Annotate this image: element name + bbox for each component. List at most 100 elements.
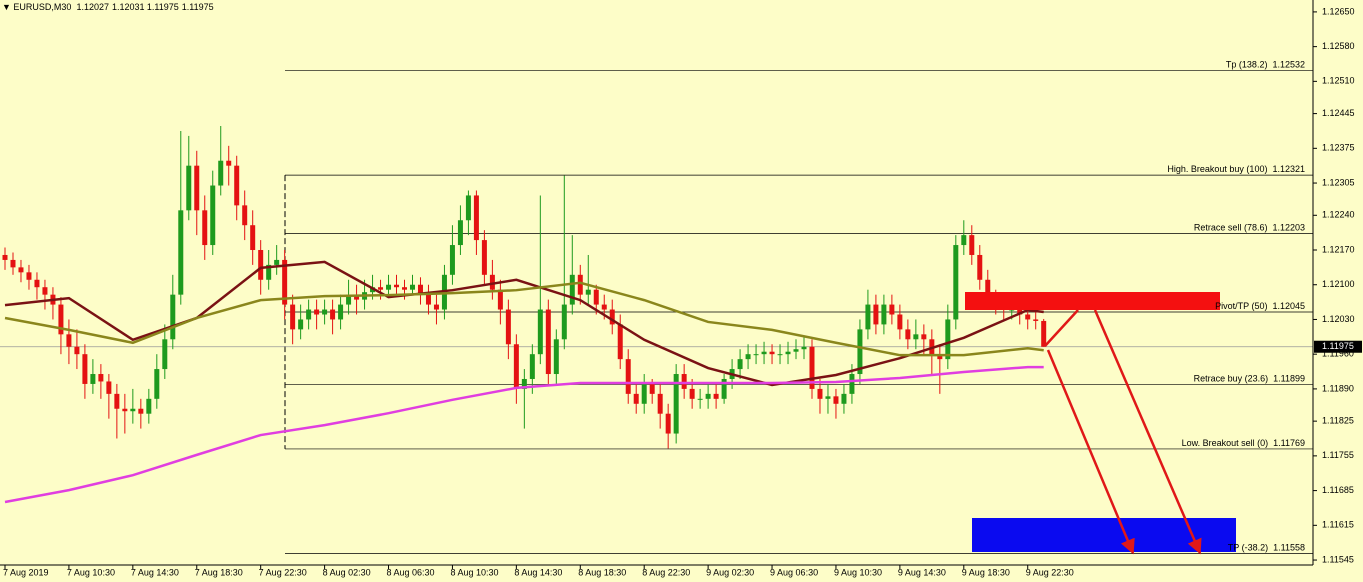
candle-body: [170, 294, 176, 340]
fibo-name: TP (-38.2): [1228, 543, 1268, 553]
candle-body: [58, 304, 64, 335]
candle-body: [90, 374, 96, 384]
candle-body: [825, 396, 831, 399]
candle-body: [769, 351, 775, 355]
candle-body: [689, 388, 695, 399]
candle-body: [98, 374, 104, 382]
candle-body: [529, 354, 535, 379]
candle-body: [977, 254, 983, 280]
candle-body: [162, 339, 168, 370]
fibo-label: Low. Breakout sell (0) 1.11769: [1182, 438, 1305, 448]
x-tick-label: 9 Aug 02:30: [706, 567, 754, 577]
header: ▼ EURUSD,M30 1.12027 1.12031 1.11975 1.11975: [2, 2, 214, 12]
x-tick-label: 9 Aug 18:30: [962, 567, 1010, 577]
candle-body: [913, 334, 919, 340]
candle-body: [298, 319, 304, 330]
fibo-label: Pivot/TP (50) 1.12045: [1215, 301, 1305, 311]
icon: ▼: [2, 2, 13, 12]
candle-body: [897, 314, 903, 330]
candle-body: [114, 393, 120, 409]
candle-body: [449, 245, 455, 275]
candle-body: [138, 408, 144, 414]
fibo-name: Retrace buy (23.6): [1194, 374, 1269, 384]
candle-body: [569, 274, 575, 305]
candle-body: [841, 393, 847, 404]
x-tick-label: 8 Aug 06:30: [387, 567, 435, 577]
candle-body: [433, 304, 439, 310]
candle-body: [386, 284, 392, 290]
close: 1.11975: [182, 2, 214, 12]
x-tick-label: 7 Aug 10:30: [67, 567, 115, 577]
candle-body: [1025, 314, 1031, 320]
y-tick-label: 1.11615: [1322, 520, 1354, 530]
candle-body: [226, 160, 232, 166]
candle-body: [937, 354, 943, 360]
candle-body: [961, 235, 967, 246]
candle-body: [154, 369, 160, 399]
y-tick-label: 1.12170: [1322, 244, 1355, 254]
candle-body: [593, 289, 599, 305]
candle-body: [953, 245, 959, 320]
candle-body: [457, 220, 463, 246]
candle-body: [202, 210, 208, 246]
candle-body: [242, 205, 248, 226]
x-tick-label: 8 Aug 10:30: [450, 567, 498, 577]
candle-body: [42, 287, 48, 295]
arrow: [1093, 309, 1202, 555]
open: 1.12027: [76, 2, 109, 12]
candle-body: [210, 185, 216, 246]
candle-body: [1041, 320, 1047, 347]
candle-body: [378, 287, 384, 290]
candle-body: [625, 359, 631, 394]
candle-body: [521, 378, 527, 389]
candle-body: [346, 294, 352, 305]
price-badge: [1314, 340, 1362, 353]
candle-body: [657, 393, 663, 414]
arrow: [1046, 349, 1135, 555]
candle-body: [985, 279, 991, 300]
arrow: [1044, 309, 1079, 347]
candle-body: [106, 381, 112, 394]
candle-body: [737, 359, 743, 370]
candle-body: [857, 329, 863, 375]
x-tick-label: 9 Aug 06:30: [770, 567, 818, 577]
y-tick-label: 1.12510: [1322, 76, 1355, 86]
candle-body: [218, 160, 224, 186]
candle-body: [585, 289, 591, 295]
candle-body: [777, 354, 783, 356]
y-tick-label: 1.12240: [1322, 210, 1355, 220]
candle-body: [266, 264, 272, 280]
candle-body: [681, 374, 687, 389]
candle-body: [473, 195, 479, 241]
y-tick-label: 1.12580: [1322, 41, 1355, 51]
y-tick-label: 1.12305: [1322, 177, 1355, 187]
y-tick-label: 1.12445: [1322, 108, 1355, 118]
candle-body: [34, 279, 40, 288]
layer: Tp (138.2) 1.12532 High. Breakout buy (100…: [1167, 60, 1305, 553]
y-tick-label: 1.11545: [1322, 554, 1354, 564]
candle-body: [338, 304, 344, 320]
y-tick-label: 1.11960: [1322, 349, 1354, 359]
candle-body: [497, 289, 503, 310]
candle-body: [561, 304, 567, 340]
candle-body: [809, 346, 815, 389]
fibo-price: 1.11558: [1273, 543, 1305, 553]
y-tick-label: 1.12375: [1322, 143, 1355, 153]
candle-body: [553, 339, 559, 375]
candle-body: [545, 309, 551, 375]
candle-body: [274, 259, 280, 265]
candle-body: [18, 267, 24, 273]
candle-body: [873, 304, 879, 325]
candle-body: [306, 309, 312, 320]
candle-body: [130, 408, 136, 412]
y-tick-label: 1.11755: [1322, 450, 1354, 460]
candle-body: [26, 272, 32, 280]
candle-body: [2, 254, 8, 260]
y-tick-label: 1.11825: [1322, 416, 1354, 426]
candle-body: [665, 413, 671, 434]
layer: [0, 70, 1313, 554]
candle-body: [833, 396, 839, 404]
x-tick-label: 8 Aug 14:30: [514, 567, 562, 577]
candle-body: [537, 309, 543, 355]
candle-body: [945, 319, 951, 360]
